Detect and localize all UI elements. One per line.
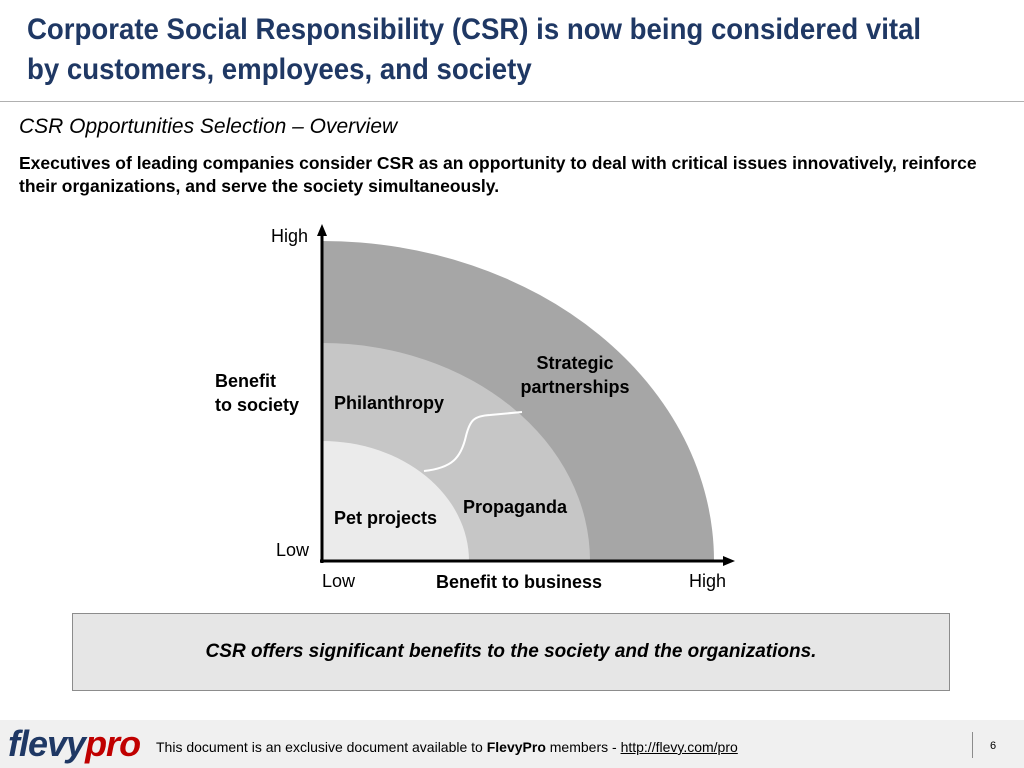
strategic-partnerships-line-2: partnerships — [520, 377, 630, 397]
x-axis-title: Benefit to business — [436, 572, 603, 592]
footer-bar: flevypro This document is an exclusive d… — [0, 720, 1024, 768]
y-axis-high-label: High — [271, 226, 309, 246]
page-title: Corporate Social Responsibility (CSR) is… — [27, 10, 929, 90]
footer-divider — [972, 732, 973, 758]
philanthropy-propaganda-boundary — [423, 411, 523, 472]
logo-part-flevy: flevy — [8, 723, 86, 764]
propaganda-label: Propaganda — [463, 497, 568, 517]
key-takeaway-box: CSR offers significant benefits to the s… — [72, 613, 950, 691]
footer-text-after: members - — [545, 739, 621, 755]
footer-text-before: This document is an exclusive document a… — [156, 739, 487, 755]
y-axis-arrow-icon — [317, 224, 327, 236]
strategic-partnerships-line-1: Strategic — [536, 353, 614, 373]
lead-paragraph: Executives of leading companies consider… — [19, 153, 977, 196]
footer-notice: This document is an exclusive document a… — [156, 739, 738, 755]
x-axis-high-label: High — [689, 571, 727, 591]
y-axis-title-line-1: Benefit — [215, 371, 277, 391]
pet-projects-label: Pet projects — [334, 508, 438, 528]
logo-part-pro: pro — [85, 723, 141, 764]
title-divider — [0, 101, 1024, 102]
footer-brand: FlevyPro — [486, 739, 546, 755]
flevypro-logo[interactable]: flevypro — [8, 723, 141, 764]
strategic-partnerships-label: Strategic partnerships — [505, 351, 645, 399]
title-line-2: by customers, employees, and society — [27, 53, 532, 86]
x-axis-arrow-icon — [723, 556, 735, 566]
title-line-1: Corporate Social Responsibility (CSR) is… — [27, 13, 922, 46]
philanthropy-label: Philanthropy — [334, 393, 445, 413]
key-takeaway-text: CSR offers significant benefits to the s… — [205, 641, 817, 662]
page-number: 6 — [990, 740, 997, 752]
pet-projects-region — [322, 441, 469, 561]
y-axis-title: Benefit to society — [215, 369, 299, 417]
x-axis-low-label: Low — [322, 571, 356, 591]
section-subtitle: CSR Opportunities Selection – Overview — [19, 115, 398, 138]
flevy-pro-link[interactable]: http://flevy.com/pro — [620, 739, 738, 755]
y-axis-low-label: Low — [276, 540, 310, 560]
y-axis-title-line-2: to society — [215, 395, 300, 415]
